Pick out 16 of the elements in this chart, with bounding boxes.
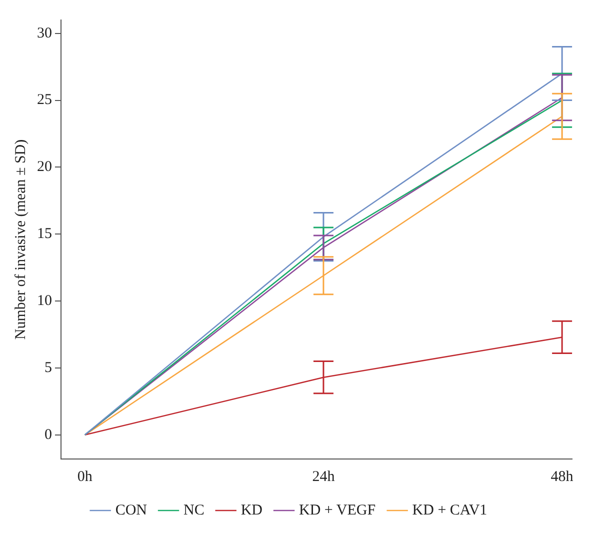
legend-label: KD + CAV1 [412,502,488,518]
y-tick-label: 10 [37,293,52,310]
y-tick-label: 5 [44,360,52,376]
y-axis-title: Number of invasive (mean ± SD) [12,139,29,340]
x-tick-label: 48h [550,468,574,485]
legend-label: NC [184,502,204,518]
y-tick-label: 0 [44,426,52,443]
legend-label: KD [240,502,263,518]
y-tick-label: 25 [37,92,52,108]
y-tick-label: 30 [37,25,52,42]
y-tick-label: 20 [37,159,52,176]
legend-label: KD + VEGF [299,502,376,518]
legend-label: CON [115,502,148,518]
y-tick-label: 15 [37,226,52,242]
x-tick-label: 0h [77,468,93,485]
x-tick-label: 24h [312,468,336,485]
